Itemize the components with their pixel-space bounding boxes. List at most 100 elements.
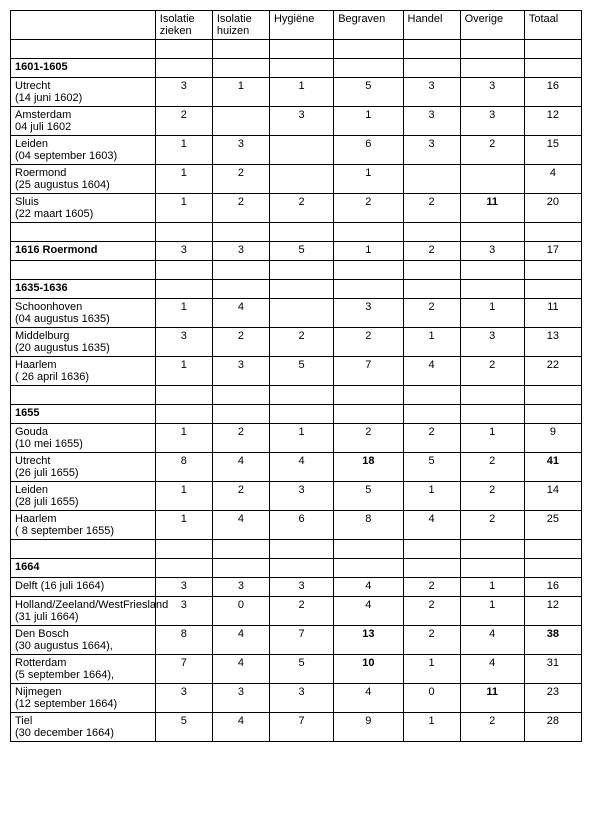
data-cell: 4 [212,453,269,482]
empty-cell [155,405,212,424]
empty-cell [460,223,524,242]
data-cell: 4 [460,655,524,684]
data-table: Isolatie ziekenIsolatie huizenHygiëneBeg… [10,10,582,742]
data-cell: 2 [212,482,269,511]
data-cell: 2 [155,107,212,136]
data-cell: 3 [269,578,333,597]
data-cell: 3 [212,357,269,386]
empty-cell [403,59,460,78]
table-row: Tiel(30 december 1664)54791228 [11,713,582,742]
row-label: Amsterdam 04 juli 1602 [11,107,156,136]
data-cell: 5 [334,482,403,511]
row-label: Haarlem( 8 september 1655) [11,511,156,540]
row-label: Sluis(22 maart 1605) [11,194,156,223]
empty-cell [524,559,581,578]
empty-cell [11,40,156,59]
table-row [11,40,582,59]
data-cell: 23 [524,684,581,713]
table-row: Den Bosch(30 augustus 1664),847132438 [11,626,582,655]
data-cell: 5 [269,655,333,684]
empty-cell [155,223,212,242]
data-cell: 3 [460,242,524,261]
data-cell: 1 [334,242,403,261]
data-cell: 2 [403,194,460,223]
empty-cell [334,280,403,299]
column-header [11,11,156,40]
data-cell: 8 [155,626,212,655]
data-cell: 3 [212,242,269,261]
data-cell: 2 [269,597,333,626]
data-cell: 5 [155,713,212,742]
data-cell: 7 [334,357,403,386]
data-cell: 15 [524,136,581,165]
data-cell: 2 [334,194,403,223]
row-label: Rotterdam(5 september 1664), [11,655,156,684]
column-header: Isolatie huizen [212,11,269,40]
data-cell: 2 [269,194,333,223]
empty-cell [155,540,212,559]
data-cell: 1 [334,107,403,136]
table-row: Haarlem( 26 april 1636)13574222 [11,357,582,386]
table-row: Schoonhoven(04 augustus 1635)1432111 [11,299,582,328]
empty-cell [269,261,333,280]
data-cell: 3 [155,242,212,261]
data-cell: 4 [212,655,269,684]
data-cell [269,165,333,194]
data-cell: 1 [155,165,212,194]
table-row: Amsterdam 04 juli 16022313312 [11,107,582,136]
data-cell: 7 [269,713,333,742]
table-row: Sluis(22 maart 1605)122221120 [11,194,582,223]
data-cell: 1 [155,482,212,511]
table-row: Roermond(25 augustus 1604)1214 [11,165,582,194]
data-cell: 3 [155,328,212,357]
data-cell: 2 [334,424,403,453]
row-label: Nijmegen(12 september 1664) [11,684,156,713]
empty-cell [11,223,156,242]
empty-cell [524,59,581,78]
empty-cell [524,40,581,59]
data-cell: 1 [403,713,460,742]
empty-cell [212,559,269,578]
data-cell: 12 [524,597,581,626]
empty-cell [334,559,403,578]
data-cell: 3 [460,328,524,357]
table-row: Leiden(04 september 1603)1363215 [11,136,582,165]
empty-cell [460,540,524,559]
data-cell: 4 [403,357,460,386]
empty-cell [269,40,333,59]
data-cell: 4 [334,578,403,597]
data-cell: 1 [155,424,212,453]
data-cell: 1 [212,78,269,107]
data-cell: 3 [334,299,403,328]
data-cell: 1 [460,597,524,626]
data-cell: 25 [524,511,581,540]
data-cell: 1 [403,328,460,357]
empty-cell [334,59,403,78]
data-cell: 1 [460,578,524,597]
row-label: Haarlem( 26 april 1636) [11,357,156,386]
data-cell: 3 [269,482,333,511]
data-cell: 11 [460,194,524,223]
row-label: Leiden(28 juli 1655) [11,482,156,511]
data-cell: 2 [212,165,269,194]
row-label: 1616 Roermond [11,242,156,261]
column-header: Begraven [334,11,403,40]
empty-cell [269,559,333,578]
data-cell: 41 [524,453,581,482]
data-cell: 7 [155,655,212,684]
data-cell: 8 [155,453,212,482]
data-cell: 1 [155,511,212,540]
column-header: Overige [460,11,524,40]
data-cell: 2 [212,328,269,357]
empty-cell [269,405,333,424]
data-cell: 4 [212,299,269,328]
empty-cell [155,261,212,280]
data-cell [269,299,333,328]
data-cell: 7 [269,626,333,655]
data-cell: 10 [334,655,403,684]
data-cell: 1 [334,165,403,194]
table-row: Middelburg(20 augustus 1635)32221313 [11,328,582,357]
empty-cell [460,261,524,280]
empty-cell [212,405,269,424]
empty-cell [155,559,212,578]
